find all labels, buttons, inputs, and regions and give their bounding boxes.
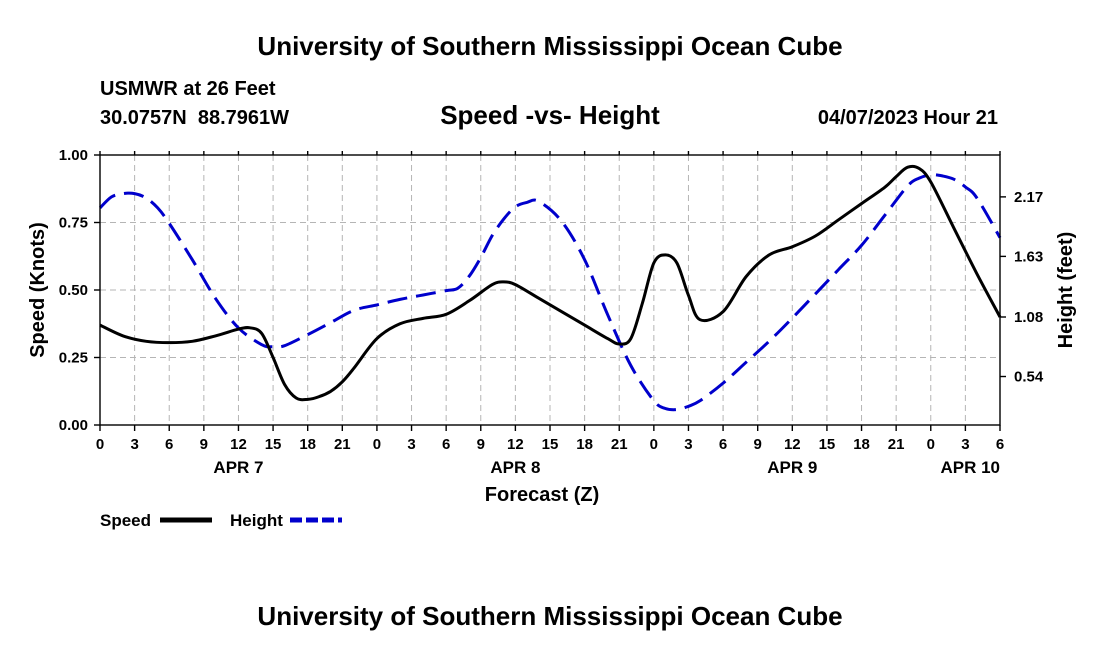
station-coordinates: 30.0757N 88.7961W [100,107,289,129]
chart-title: Speed -vs- Height [440,100,660,130]
x-tick-label: 18 [853,436,870,453]
day-label: APR 7 [213,458,263,477]
x-tick-label: 9 [477,436,485,453]
x-tick-label: 6 [165,436,173,453]
speed-series-line [99,164,1002,402]
x-tick-label: 12 [784,436,801,453]
y2-tick-label: 1.08 [1014,309,1043,326]
x-tick-label: 3 [684,436,692,453]
x-tick-label: 3 [130,436,138,453]
x-tick-label: 9 [200,436,208,453]
day-label: APR 8 [490,458,540,477]
x-tick-label: 0 [927,436,935,453]
x-tick-label: 18 [299,436,316,453]
y-tick-label: 0.75 [59,215,88,232]
y-tick-label: 0.50 [59,282,88,299]
x-tick-label: 12 [507,436,524,453]
legend-height-label: Height [230,511,283,530]
x-tick-label: 21 [611,436,628,453]
x-tick-label: 0 [650,436,658,453]
x-axis-label: Forecast (Z) [485,484,599,506]
y-tick-label: 0.00 [59,417,88,434]
grid [100,155,1000,425]
x-tick-label: 3 [407,436,415,453]
x-tick-label: 15 [819,436,836,453]
y2-tick-label: 1.63 [1014,248,1043,265]
axis-ticks: 0 3 6 9 12 15 18 21 0 3 6 9 12 15 18 21 0 3 6 9 12 15 18 21 0 3 6 A… [59,147,1044,477]
y2-tick-label: 2.17 [1014,189,1043,206]
y-tick-label: 1.00 [59,147,88,164]
x-tick-label: 21 [888,436,905,453]
x-tick-label: 15 [265,436,282,453]
station-label: USMWR at 26 Feet [100,78,276,100]
x-tick-label: 12 [230,436,247,453]
x-tick-label: 3 [961,436,969,453]
page-title-top: University of Southern Mississippi Ocean… [257,31,842,61]
y-tick-label: 0.25 [59,350,88,367]
height-series-line [98,173,1002,412]
x-tick-label: 21 [334,436,351,453]
legend-speed-label: Speed [100,511,151,530]
forecast-datetime: 04/07/2023 Hour 21 [818,107,998,129]
legend: Speed Height [100,511,342,530]
x-tick-label: 18 [576,436,593,453]
day-label: APR 9 [767,458,817,477]
series-lines [98,164,1002,412]
day-label: APR 10 [940,458,1000,477]
x-tick-label: 6 [442,436,450,453]
page-title-bottom: University of Southern Mississippi Ocean… [257,601,842,631]
x-tick-label: 0 [373,436,381,453]
y2-tick-label: 0.54 [1014,369,1044,386]
x-tick-label: 0 [96,436,104,453]
y2-axis-label: Height (feet) [1055,232,1077,349]
y-axis-label: Speed (Knots) [27,222,49,358]
x-tick-label: 9 [754,436,762,453]
x-tick-label: 6 [996,436,1004,453]
x-tick-label: 6 [719,436,727,453]
x-tick-label: 15 [542,436,559,453]
